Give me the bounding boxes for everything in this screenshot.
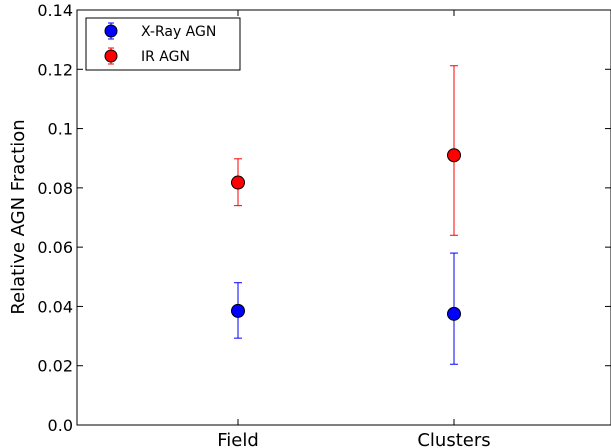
y-tick-label: 0.12 [37, 60, 73, 79]
x-tick-label: Field [217, 430, 259, 448]
y-tick-label: 0.02 [37, 357, 73, 376]
data-point [447, 306, 461, 321]
y-tick-label: 0.04 [37, 297, 73, 316]
y-axis-ticks: 0.0 0.02 0.04 0.06 0.08 0.1 0.12 0.14 [37, 1, 611, 435]
y-tick-label: 0.14 [37, 1, 73, 20]
data-point [231, 175, 245, 190]
y-tick-label: 0.08 [37, 179, 73, 198]
x-tick-label: Clusters [417, 430, 490, 448]
x-axis-ticks: Field Clusters [217, 10, 491, 448]
data-series [231, 65, 461, 365]
y-tick-label: 0.0 [48, 416, 73, 435]
y-tick-label: 0.06 [37, 238, 73, 257]
y-tick-label: 0.1 [48, 120, 73, 139]
y-axis-label: Relative AGN Fraction [8, 119, 29, 314]
legend: X-Ray AGN IR AGN [85, 17, 241, 71]
legend-marker [104, 49, 118, 63]
data-point [231, 303, 245, 318]
legend-marker [104, 24, 118, 38]
legend-label: X-Ray AGN [141, 24, 216, 40]
data-point [447, 148, 461, 163]
legend-label: IR AGN [141, 49, 190, 65]
plot-area [76, 9, 611, 426]
